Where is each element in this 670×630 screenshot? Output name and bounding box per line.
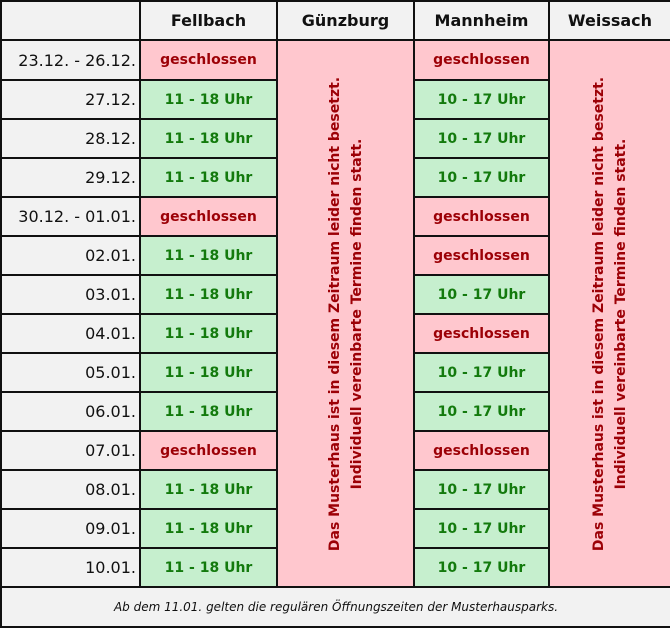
date-cell: 29.12. xyxy=(0,157,141,198)
date-cell: 07.01. xyxy=(0,430,141,471)
mannheim-hours-cell: geschlossen xyxy=(413,313,550,354)
mannheim-hours-cell: geschlossen xyxy=(413,430,550,471)
guenzburg-notice-text: Das Musterhaus ist in diesem Zeitraum le… xyxy=(324,54,368,574)
header-guenzburg: Günzburg xyxy=(276,0,415,41)
fellbach-hours-cell: 11 - 18 Uhr xyxy=(139,79,278,120)
date-cell: 27.12. xyxy=(0,79,141,120)
date-cell: 28.12. xyxy=(0,118,141,159)
fellbach-hours-cell: geschlossen xyxy=(139,430,278,471)
table-row: 03.01. 11 - 18 Uhr 10 - 17 Uhr xyxy=(0,274,670,315)
fellbach-hours-cell: 11 - 18 Uhr xyxy=(139,469,278,510)
footer-row: Ab dem 11.01. gelten die regulären Öffnu… xyxy=(0,586,670,628)
table-row: 02.01. 11 - 18 Uhr geschlossen xyxy=(0,235,670,276)
notice-line-1: Das Musterhaus ist in diesem Zeitraum le… xyxy=(326,76,343,551)
corner-cell xyxy=(0,0,141,41)
fellbach-hours-cell: 11 - 18 Uhr xyxy=(139,508,278,549)
weissach-notice-cell: Das Musterhaus ist in diesem Zeitraum le… xyxy=(548,39,670,588)
date-cell: 30.12. - 01.01. xyxy=(0,196,141,237)
date-cell: 04.01. xyxy=(0,313,141,354)
notice-line-1: Das Musterhaus ist in diesem Zeitraum le… xyxy=(591,76,607,551)
mannheim-hours-cell: 10 - 17 Uhr xyxy=(413,274,550,315)
header-weissach: Weissach xyxy=(548,0,670,41)
mannheim-hours-cell: geschlossen xyxy=(413,235,550,276)
table-row: 06.01. 11 - 18 Uhr 10 - 17 Uhr xyxy=(0,391,670,432)
table-row: 04.01. 11 - 18 Uhr geschlossen xyxy=(0,313,670,354)
footer-note: Ab dem 11.01. gelten die regulären Öffnu… xyxy=(0,586,670,628)
mannheim-hours-cell: 10 - 17 Uhr xyxy=(413,157,550,198)
date-cell: 10.01. xyxy=(0,547,141,588)
header-fellbach: Fellbach xyxy=(139,0,278,41)
date-cell: 02.01. xyxy=(0,235,141,276)
date-cell: 03.01. xyxy=(0,274,141,315)
notice-line-2: Individuell vereinbarte Termine finden s… xyxy=(613,138,629,489)
mannheim-hours-cell: 10 - 17 Uhr xyxy=(413,352,550,393)
fellbach-hours-cell: geschlossen xyxy=(139,196,278,237)
weissach-notice-text: Das Musterhaus ist in diesem Zeitraum le… xyxy=(588,54,632,574)
mannheim-hours-cell: 10 - 17 Uhr xyxy=(413,79,550,120)
table-row: 05.01. 11 - 18 Uhr 10 - 17 Uhr xyxy=(0,352,670,393)
table-row: 09.01. 11 - 18 Uhr 10 - 17 Uhr xyxy=(0,508,670,549)
date-cell: 06.01. xyxy=(0,391,141,432)
table-row: 10.01. 11 - 18 Uhr 10 - 17 Uhr xyxy=(0,547,670,588)
fellbach-hours-cell: 11 - 18 Uhr xyxy=(139,313,278,354)
guenzburg-notice-cell: Das Musterhaus ist in diesem Zeitraum le… xyxy=(276,39,415,588)
fellbach-hours-cell: 11 - 18 Uhr xyxy=(139,235,278,276)
table-row: 29.12. 11 - 18 Uhr 10 - 17 Uhr xyxy=(0,157,670,198)
mannheim-hours-cell: geschlossen xyxy=(413,196,550,237)
fellbach-hours-cell: 11 - 18 Uhr xyxy=(139,157,278,198)
fellbach-hours-cell: 11 - 18 Uhr xyxy=(139,352,278,393)
fellbach-hours-cell: 11 - 18 Uhr xyxy=(139,547,278,588)
table-row: 30.12. - 01.01. geschlossen geschlossen xyxy=(0,196,670,237)
notice-line-2: Individuell vereinbarte Termine finden s… xyxy=(348,138,365,489)
table-row: 27.12. 11 - 18 Uhr 10 - 17 Uhr xyxy=(0,79,670,120)
mannheim-hours-cell: geschlossen xyxy=(413,39,550,81)
fellbach-hours-cell: 11 - 18 Uhr xyxy=(139,274,278,315)
date-cell: 09.01. xyxy=(0,508,141,549)
table-row: 07.01. geschlossen geschlossen xyxy=(0,430,670,471)
date-cell: 05.01. xyxy=(0,352,141,393)
table-row: 28.12. 11 - 18 Uhr 10 - 17 Uhr xyxy=(0,118,670,159)
date-cell: 23.12. - 26.12. xyxy=(0,39,141,81)
date-cell: 08.01. xyxy=(0,469,141,510)
mannheim-hours-cell: 10 - 17 Uhr xyxy=(413,118,550,159)
mannheim-hours-cell: 10 - 17 Uhr xyxy=(413,391,550,432)
header-mannheim: Mannheim xyxy=(413,0,550,41)
header-row: Fellbach Günzburg Mannheim Weissach xyxy=(0,0,670,41)
fellbach-hours-cell: 11 - 18 Uhr xyxy=(139,118,278,159)
table-row: 08.01. 11 - 18 Uhr 10 - 17 Uhr xyxy=(0,469,670,510)
fellbach-hours-cell: 11 - 18 Uhr xyxy=(139,391,278,432)
table-row: 23.12. - 26.12. geschlossen Das Musterhaus… xyxy=(0,39,670,588)
mannheim-hours-cell: 10 - 17 Uhr xyxy=(413,469,550,510)
mannheim-hours-cell: 10 - 17 Uhr xyxy=(413,508,550,549)
fellbach-hours-cell: geschlossen xyxy=(139,39,278,81)
mannheim-hours-cell: 10 - 17 Uhr xyxy=(413,547,550,588)
